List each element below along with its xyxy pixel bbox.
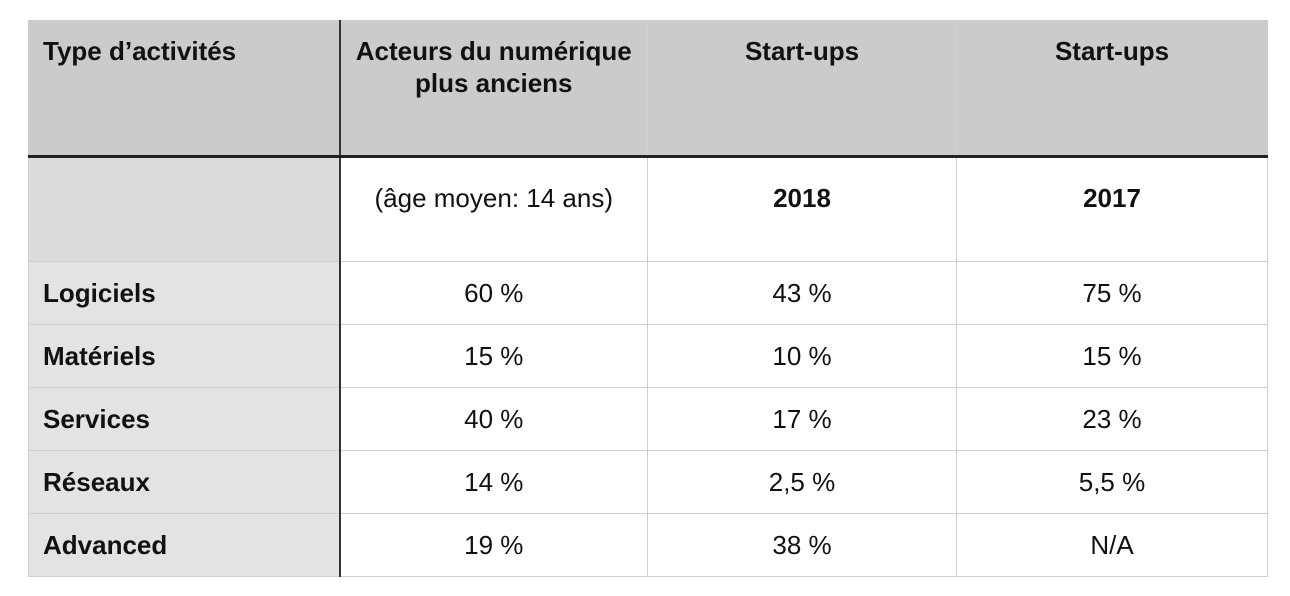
header-cell-older-actors: Acteurs du numérique plus anciens (339, 20, 648, 157)
table-cell: 43 % (647, 261, 957, 325)
table-cell: 10 % (647, 324, 957, 388)
row-label: Advanced (28, 513, 341, 577)
subheader-label (28, 156, 341, 262)
row-label: Réseaux (28, 450, 341, 514)
header-cell-type: Type d’activités (28, 20, 341, 157)
subheader-cell-year-2017: 2017 (956, 156, 1268, 262)
table-cell: 15 % (339, 324, 648, 388)
table-cell: 19 % (339, 513, 648, 577)
table-row: Services 40 % 17 % 23 % (28, 387, 1268, 451)
table-cell: 17 % (647, 387, 957, 451)
table-cell: 15 % (956, 324, 1268, 388)
subheader-cell-age: (âge moyen: 14 ans) (339, 156, 648, 262)
activity-table: Type d’activités Acteurs du numérique pl… (28, 20, 1268, 577)
header-cell-startups-1: Start-ups (647, 20, 957, 157)
table-cell: N/A (956, 513, 1268, 577)
table-cell: 40 % (339, 387, 648, 451)
table-row: Logiciels 60 % 43 % 75 % (28, 261, 1268, 325)
table-row: Advanced 19 % 38 % N/A (28, 513, 1268, 577)
table-cell: 14 % (339, 450, 648, 514)
row-label: Services (28, 387, 341, 451)
table-row: Matériels 15 % 10 % 15 % (28, 324, 1268, 388)
table-cell: 75 % (956, 261, 1268, 325)
header-cell-startups-2: Start-ups (956, 20, 1268, 157)
table-cell: 60 % (339, 261, 648, 325)
table-row: Réseaux 14 % 2,5 % 5,5 % (28, 450, 1268, 514)
table-cell: 2,5 % (647, 450, 957, 514)
table-cell: 5,5 % (956, 450, 1268, 514)
table-cell: 23 % (956, 387, 1268, 451)
row-label: Matériels (28, 324, 341, 388)
table-cell: 38 % (647, 513, 957, 577)
subheader-cell-year-2018: 2018 (647, 156, 957, 262)
header-row: Type d’activités Acteurs du numérique pl… (28, 20, 1268, 157)
row-label: Logiciels (28, 261, 341, 325)
subheader-row: (âge moyen: 14 ans) 2018 2017 (28, 156, 1268, 262)
